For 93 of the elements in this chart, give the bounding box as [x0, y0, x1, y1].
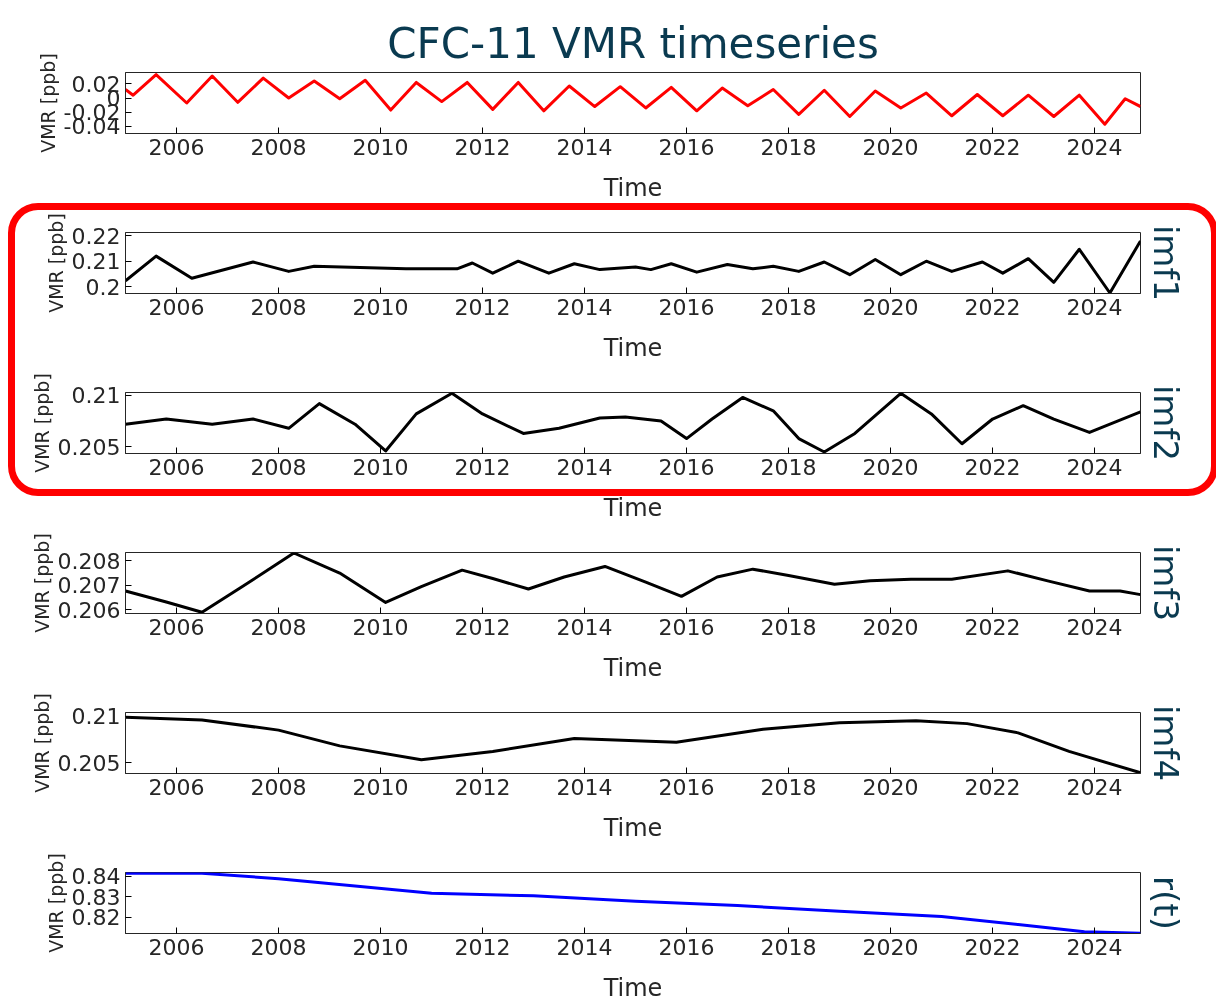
y-axis-title: VMR [ppb] — [30, 373, 53, 473]
x-tick-label: 2014 — [556, 294, 613, 320]
x-tick-label: 2008 — [250, 774, 307, 800]
y-tick-label: 0.205 — [57, 750, 121, 776]
x-tick-label: 2020 — [862, 134, 919, 160]
x-tick-label: 2024 — [1066, 934, 1123, 960]
x-tick-label: 2024 — [1066, 774, 1123, 800]
x-tick-label: 2006 — [148, 774, 205, 800]
y-axis-title: VMR [ppb] — [44, 213, 67, 313]
x-tick-label: 2014 — [556, 134, 613, 160]
x-tick-label: 2006 — [148, 614, 205, 640]
x-axis-title: Time — [602, 973, 663, 1002]
y-tick-label: 0.21 — [71, 249, 121, 275]
x-tick-label: 2010 — [352, 614, 409, 640]
x-tick-label: 2016 — [658, 134, 715, 160]
x-tick-label: 2006 — [148, 454, 205, 480]
x-tick-label: 2018 — [760, 294, 817, 320]
line-series — [125, 552, 1141, 614]
x-axis-title: Time — [602, 173, 663, 202]
y2-axis-title: imf3 — [1145, 544, 1186, 622]
y-axis-title: VMR [ppb] — [30, 693, 53, 793]
x-tick-label: 2022 — [964, 774, 1021, 800]
x-tick-label: 2008 — [250, 934, 307, 960]
y-axis-title: VMR [ppb] — [30, 533, 53, 633]
x-tick-label: 2024 — [1066, 134, 1123, 160]
x-tick-label: 2018 — [760, 454, 817, 480]
x-tick-label: 2008 — [250, 614, 307, 640]
x-axis-title: Time — [602, 813, 663, 842]
y-tick-label: 0.205 — [57, 434, 121, 460]
x-tick-label: 2012 — [454, 134, 511, 160]
x-tick-label: 2014 — [556, 614, 613, 640]
y2-axis-title: r(t) — [1145, 876, 1186, 930]
x-tick-label: 2020 — [862, 454, 919, 480]
x-tick-label: 2016 — [658, 294, 715, 320]
x-tick-label: 2022 — [964, 934, 1021, 960]
x-tick-label: 2024 — [1066, 294, 1123, 320]
line-series — [125, 392, 1141, 454]
y-tick-label: 0.207 — [57, 573, 121, 599]
x-tick-label: 2006 — [148, 134, 205, 160]
x-tick-label: 2012 — [454, 934, 511, 960]
x-tick-label: 2018 — [760, 934, 817, 960]
x-axis-title: Time — [602, 493, 663, 522]
x-tick-label: 2006 — [148, 294, 205, 320]
x-tick-label: 2018 — [760, 134, 817, 160]
y-tick-label: 0.206 — [57, 597, 121, 623]
x-tick-label: 2008 — [250, 294, 307, 320]
x-tick-label: 2010 — [352, 454, 409, 480]
y-tick-label: 0.21 — [71, 383, 121, 409]
x-tick-label: 2008 — [250, 454, 307, 480]
x-tick-label: 2010 — [352, 934, 409, 960]
x-tick-label: 2020 — [862, 294, 919, 320]
y2-axis-title: imf1 — [1145, 224, 1186, 302]
x-tick-label: 2018 — [760, 614, 817, 640]
chart-title: CFC-11 VMR timeseries — [387, 18, 879, 68]
x-tick-label: 2020 — [862, 774, 919, 800]
y-tick-label: 0.208 — [57, 548, 121, 574]
x-axis-title: Time — [602, 333, 663, 362]
x-tick-label: 2024 — [1066, 614, 1123, 640]
x-tick-label: 2014 — [556, 774, 613, 800]
line-series — [125, 715, 1141, 774]
x-tick-label: 2014 — [556, 934, 613, 960]
y-tick-label: 0.21 — [71, 704, 121, 730]
x-tick-label: 2012 — [454, 454, 511, 480]
x-tick-label: 2016 — [658, 934, 715, 960]
x-axis-title: Time — [602, 653, 663, 682]
x-tick-label: 2022 — [964, 614, 1021, 640]
x-tick-label: 2006 — [148, 934, 205, 960]
y-tick-label: 0.2 — [85, 274, 121, 300]
x-tick-label: 2022 — [964, 134, 1021, 160]
x-tick-label: 2012 — [454, 774, 511, 800]
x-tick-label: 2018 — [760, 774, 817, 800]
x-tick-label: 2016 — [658, 454, 715, 480]
x-tick-label: 2008 — [250, 134, 307, 160]
x-tick-label: 2012 — [454, 614, 511, 640]
x-tick-label: 2022 — [964, 454, 1021, 480]
y2-axis-title: imf2 — [1145, 384, 1186, 462]
x-tick-label: 2020 — [862, 934, 919, 960]
y2-axis-title: imf4 — [1145, 704, 1186, 782]
x-tick-label: 2014 — [556, 454, 613, 480]
line-series — [125, 73, 1141, 126]
line-series — [125, 872, 1141, 934]
x-tick-label: 2022 — [964, 294, 1021, 320]
x-tick-label: 2020 — [862, 614, 919, 640]
y-axis-title: VMR [ppb] — [44, 853, 67, 953]
x-tick-label: 2024 — [1066, 454, 1123, 480]
x-tick-label: 2010 — [352, 294, 409, 320]
x-tick-label: 2016 — [658, 774, 715, 800]
x-tick-label: 2012 — [454, 294, 511, 320]
y-tick-label: 0.22 — [71, 223, 121, 249]
x-tick-label: 2016 — [658, 614, 715, 640]
x-tick-label: 2010 — [352, 134, 409, 160]
y-axis-title: VMR [ppb] — [36, 53, 59, 153]
x-tick-label: 2010 — [352, 774, 409, 800]
